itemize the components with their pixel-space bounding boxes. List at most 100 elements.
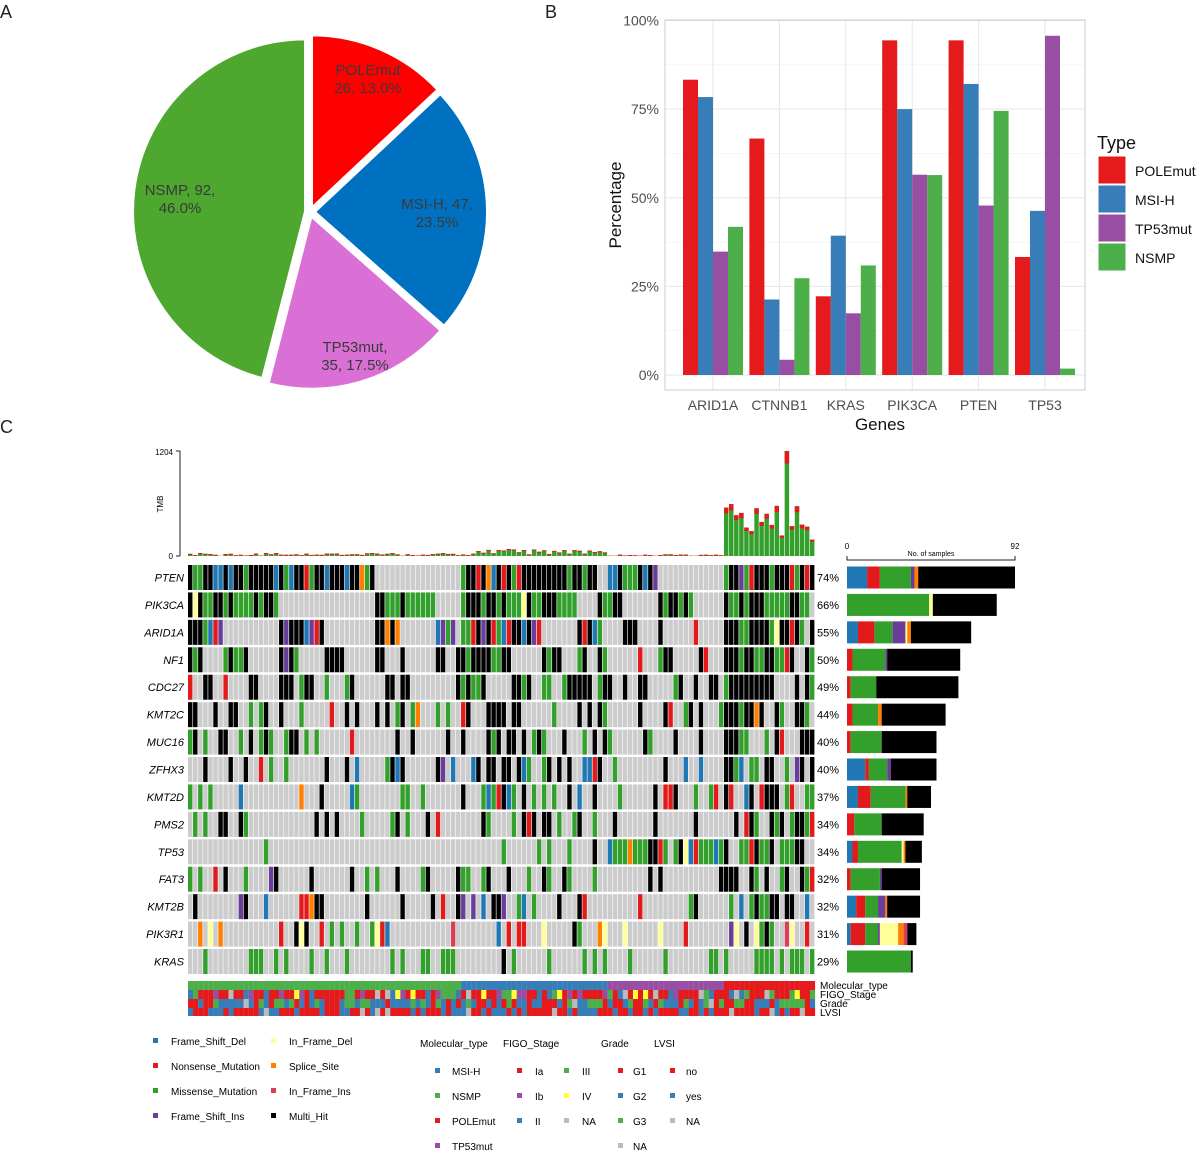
empty-cell	[294, 757, 298, 782]
empty-cell	[512, 839, 516, 864]
mutation-cell	[400, 949, 404, 974]
mutation-cell	[481, 894, 485, 919]
empty-cell	[628, 894, 632, 919]
annotation-cell-figo_stage	[355, 990, 360, 999]
empty-cell	[188, 839, 192, 864]
mutation-cell	[410, 702, 414, 727]
empty-cell	[587, 647, 591, 672]
pie-label: 23.5%	[416, 214, 459, 231]
mutation-cell	[355, 784, 359, 809]
annotation-cell-figo_stage	[567, 990, 572, 999]
mutation-cell	[289, 565, 293, 590]
empty-cell	[234, 839, 238, 864]
annotation-cell-lvsi	[481, 1008, 486, 1016]
legend-swatch	[564, 1093, 569, 1098]
annotation-cell-lvsi	[466, 1008, 471, 1016]
empty-cell	[567, 922, 571, 947]
annotation-cell-molecular_type	[486, 981, 491, 990]
pie-label: 46.0%	[159, 200, 202, 217]
mutation-cell	[223, 592, 227, 617]
empty-cell	[456, 784, 460, 809]
mutation-cell	[754, 620, 758, 645]
mutation-cell	[340, 565, 344, 590]
annotation-cell-molecular_type	[562, 981, 567, 990]
mutation-cell	[517, 757, 521, 782]
empty-cell	[370, 894, 374, 919]
annotation-cell-lvsi	[739, 1008, 744, 1016]
mutation-cell	[699, 757, 703, 782]
mutation-cell	[517, 675, 521, 700]
mutation-cell	[426, 867, 430, 892]
tmb-bar-nonsense	[805, 527, 809, 531]
mutation-cell	[279, 647, 283, 672]
mutation-cell	[254, 949, 258, 974]
empty-cell	[552, 867, 556, 892]
annotation-cell-grade	[289, 999, 294, 1008]
empty-cell	[390, 730, 394, 755]
mutation-cell	[441, 620, 445, 645]
empty-cell	[648, 784, 652, 809]
annotation-cell-grade	[810, 999, 815, 1008]
sample-count-bar-nonsense_mutation	[847, 649, 852, 671]
annotation-cell-lvsi	[375, 1008, 380, 1016]
empty-cell	[269, 647, 273, 672]
gene-percentage: 34%	[817, 847, 839, 859]
empty-cell	[471, 922, 475, 947]
x-tick-label: ARID1A	[688, 397, 739, 413]
annotation-cell-figo_stage	[314, 990, 319, 999]
empty-cell	[198, 757, 202, 782]
empty-cell	[213, 839, 217, 864]
empty-cell	[289, 894, 293, 919]
annotation-cell-molecular_type	[764, 981, 769, 990]
legend-header: Grade	[601, 1039, 629, 1050]
empty-cell	[714, 867, 718, 892]
mutation-cell	[653, 565, 657, 590]
gene-percentage: 32%	[817, 902, 839, 914]
mutation-cell	[744, 922, 748, 947]
empty-cell	[805, 949, 809, 974]
mutation-cell	[795, 565, 799, 590]
empty-cell	[259, 647, 263, 672]
empty-cell	[461, 839, 465, 864]
annotation-cell-lvsi	[259, 1008, 264, 1016]
mutation-cell	[486, 702, 490, 727]
annotation-cell-molecular_type	[785, 981, 790, 990]
empty-cell	[603, 867, 607, 892]
mutation-cell	[769, 647, 773, 672]
mutation-cell	[764, 592, 768, 617]
annotation-cell-lvsi	[582, 1008, 587, 1016]
empty-cell	[284, 894, 288, 919]
mutation-cell	[593, 620, 597, 645]
mutation-cell	[269, 565, 273, 590]
tmb-bar-nonsense	[618, 555, 622, 556]
mutation-cell	[795, 812, 799, 837]
annotation-cell-lvsi	[704, 1008, 709, 1016]
annotation-cell-grade	[542, 999, 547, 1008]
mutation-cell	[532, 812, 536, 837]
mutation-cell	[790, 812, 794, 837]
annotation-cell-molecular_type	[572, 981, 577, 990]
annotation-cell-molecular_type	[416, 981, 421, 990]
annotation-cell-lvsi	[400, 1008, 405, 1016]
empty-cell	[608, 922, 612, 947]
pie-label: MSI-H, 47,	[401, 196, 473, 213]
annotation-cell-molecular_type	[304, 981, 309, 990]
mutation-cell	[481, 592, 485, 617]
annotation-cell-grade	[476, 999, 481, 1008]
annotation-cell-lvsi	[304, 1008, 309, 1016]
mutation-cell	[512, 675, 516, 700]
empty-cell	[234, 675, 238, 700]
mutation-cell	[694, 675, 698, 700]
tmb-bar-nonsense	[395, 554, 399, 555]
annotation-cell-grade	[593, 999, 598, 1008]
mutation-cell	[557, 894, 561, 919]
empty-cell	[466, 730, 470, 755]
empty-cell	[244, 675, 248, 700]
annotation-cell-grade	[218, 999, 223, 1008]
tmb-bar-nonsense	[325, 554, 329, 555]
empty-cell	[678, 784, 682, 809]
mutation-cell	[775, 620, 779, 645]
empty-cell	[704, 675, 708, 700]
empty-cell	[390, 839, 394, 864]
mutation-cell	[749, 867, 753, 892]
